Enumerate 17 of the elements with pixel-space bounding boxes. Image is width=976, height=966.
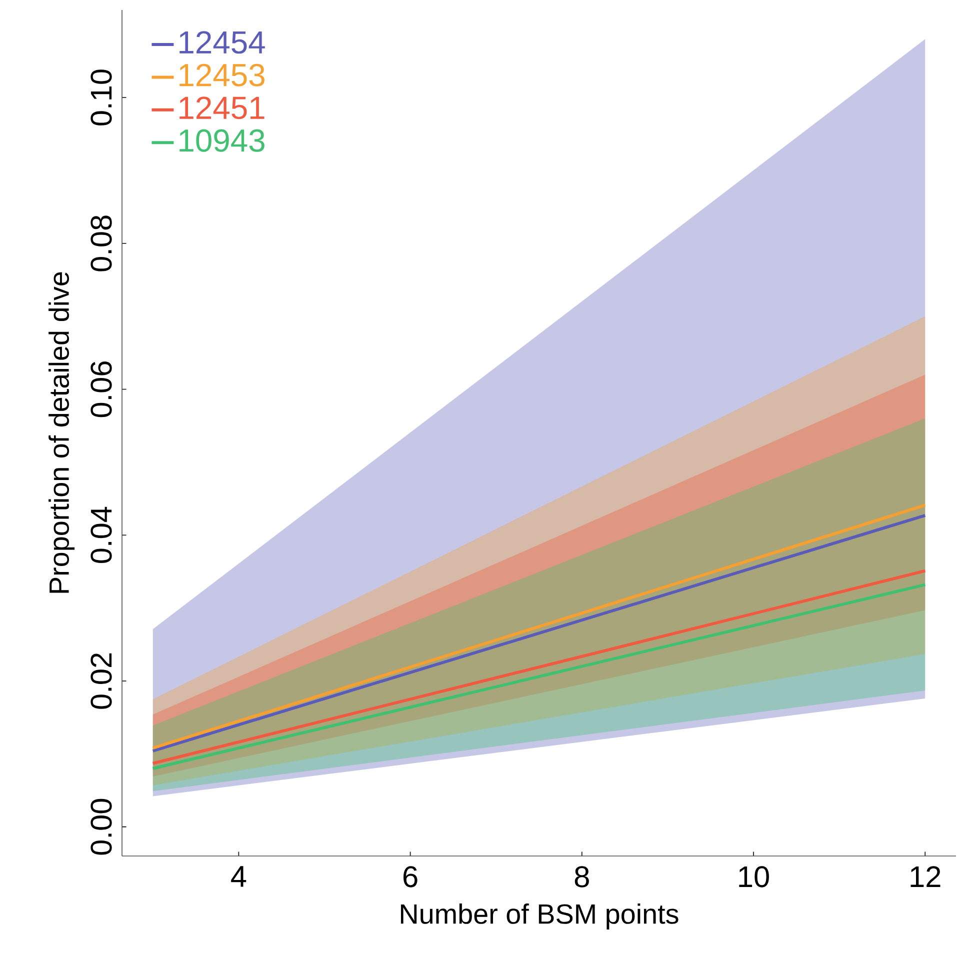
legend-label: 10943 <box>180 129 264 152</box>
x-tick-label: 6 <box>404 866 418 888</box>
legend-label: 12453 <box>180 64 264 86</box>
y-tick-label: 0.02 <box>90 653 112 709</box>
y-tick-label: 0.10 <box>90 70 112 126</box>
x-tick-label: 4 <box>231 866 246 887</box>
y-axis-title: Proportion of detailed dive <box>48 272 75 593</box>
x-tick-label: 12 <box>910 866 940 888</box>
x-tick-label: 10 <box>739 866 769 888</box>
y-tick-label: 0.06 <box>90 361 112 418</box>
x-tick-label: 8 <box>574 866 589 888</box>
legend-label: 12454 <box>180 31 265 54</box>
y-tick-label: 0.00 <box>90 798 112 855</box>
legend-label: 12451 <box>180 96 264 120</box>
x-axis-title: Number of BSM points <box>400 903 678 930</box>
y-tick-label: 0.04 <box>90 506 112 564</box>
y-tick-label: 0.08 <box>90 216 112 272</box>
